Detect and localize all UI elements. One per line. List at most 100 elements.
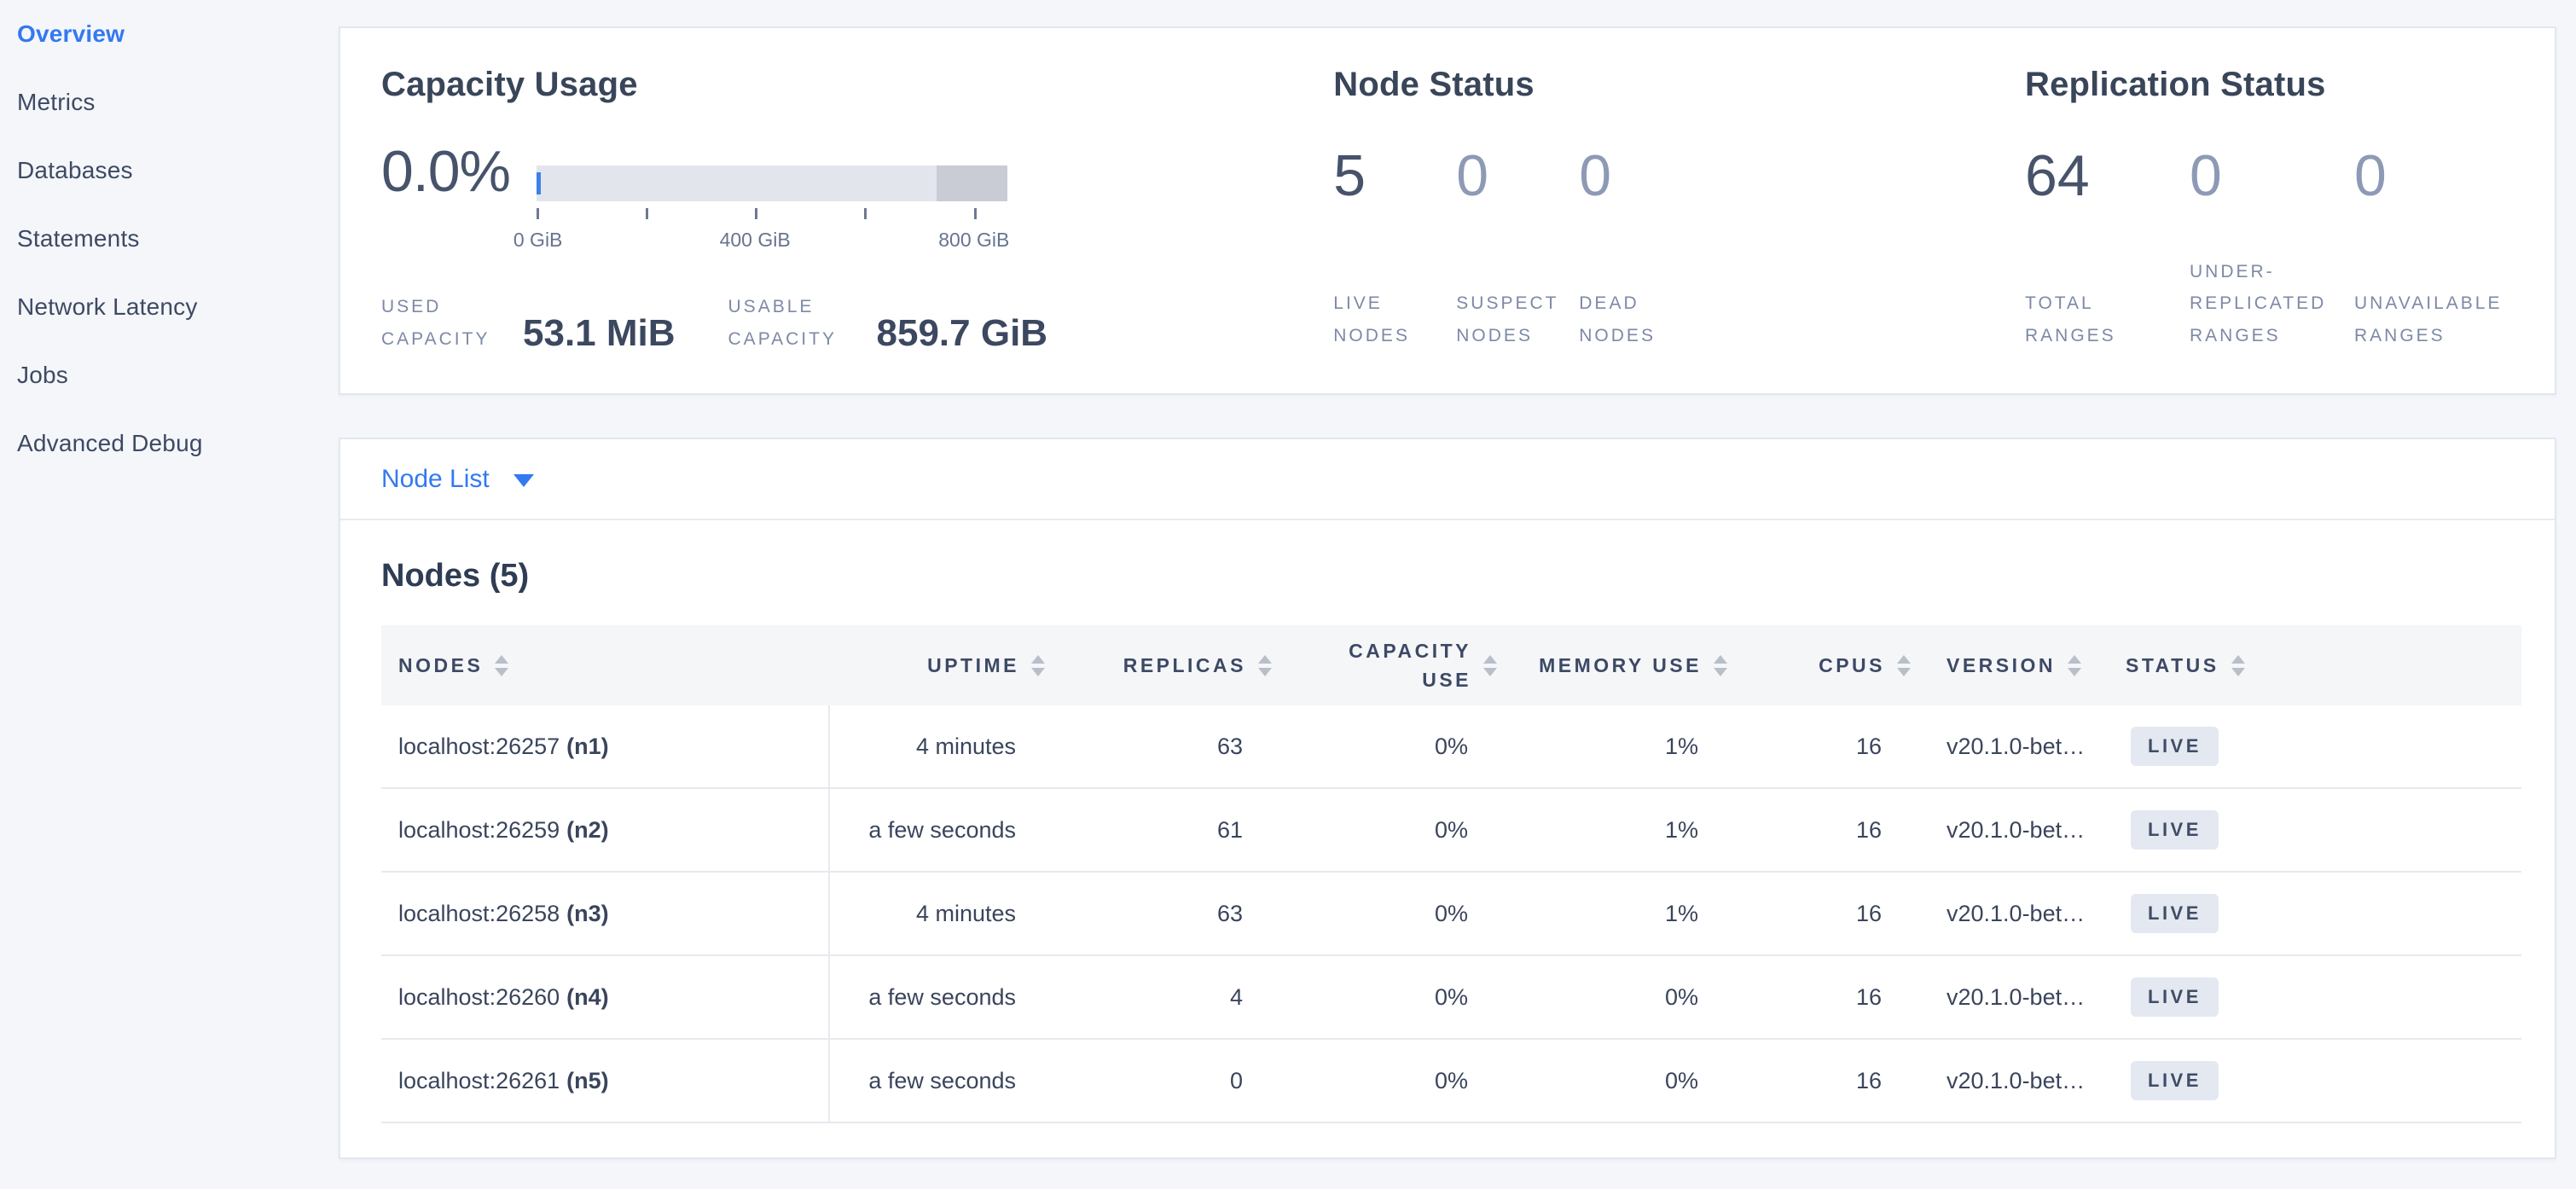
sidebar-item-network-latency[interactable]: Network Latency [17, 293, 198, 320]
version-cell: v20.1.0-bet… [1947, 816, 2086, 843]
total-ranges-label: Total Ranges [2025, 293, 2116, 346]
nodes-table-section: Nodes (5) Nodes Uptime Replicas [340, 520, 2555, 1157]
capacity-axis: 0 GiB 400 GiB 800 GiB [513, 208, 1009, 256]
used-capacity-label: Used Capacity [381, 297, 490, 350]
memory-use-cell: 1% [1664, 733, 1698, 759]
node-status-title: Node Status [1333, 66, 1535, 103]
column-header-replicas[interactable]: Replicas [1045, 625, 1272, 705]
replicas-cell: 4 [1229, 983, 1243, 1010]
unavailable-ranges-value: 0 [2354, 143, 2387, 208]
table-row[interactable]: localhost:26261 (n5) a few seconds 0 0% 0… [381, 1040, 2521, 1123]
column-header-label: Uptime [927, 653, 1019, 676]
node-address-cell[interactable]: localhost:26257 (n1) [381, 705, 830, 787]
column-header-label: Memory Use [1539, 653, 1702, 676]
column-header-nodes[interactable]: Nodes [381, 625, 830, 705]
node-address-cell[interactable]: localhost:26261 (n5) [381, 1040, 830, 1122]
uptime-cell: 4 minutes [915, 900, 1016, 926]
capacity-bar-track [537, 165, 1007, 201]
capacity-use-cell: 0% [1434, 733, 1468, 759]
column-header-label: CPUs [1819, 653, 1885, 676]
cluster-summary-card: Capacity Usage 0.0% 0 GiB 40 [339, 26, 2556, 395]
nodes-table-header: Nodes Uptime Replicas Capacity Use [381, 625, 2521, 705]
column-header-capacity-use[interactable]: Capacity Use [1272, 625, 1497, 705]
node-address-cell[interactable]: localhost:26258 (n3) [381, 873, 830, 954]
usable-capacity-stat: Usable Capacity 859.7 GiB [728, 291, 1048, 356]
sort-icon [2068, 654, 2082, 676]
unavailable-ranges-label: Unavailable Ranges [2354, 293, 2503, 346]
column-header-cpus[interactable]: CPUs [1727, 625, 1911, 705]
memory-use-cell: 0% [1664, 983, 1698, 1010]
status-badge: LIVE [2131, 810, 2219, 850]
node-list-card: Node List Nodes (5) Nodes Uptime [339, 438, 2556, 1159]
node-list-dropdown[interactable]: Node List [340, 439, 2555, 520]
sidebar: Overview Metrics Databases Statements Ne… [0, 0, 338, 1189]
status-cell: LIVE [2124, 789, 2521, 871]
uptime-cell: 4 minutes [915, 733, 1016, 759]
node-id: (n1) [566, 733, 609, 759]
status-cell: LIVE [2124, 705, 2521, 787]
main-content: Capacity Usage 0.0% 0 GiB 4 0 [339, 0, 2556, 1159]
node-address-cell[interactable]: localhost:26259 (n2) [381, 789, 830, 871]
dead-nodes-label: Dead Nodes [1579, 293, 1656, 346]
cpus-cell: 16 [1855, 733, 1882, 759]
capacity-use-cell: 0% [1434, 1067, 1468, 1093]
column-header-status[interactable]: Status [2124, 625, 2521, 705]
table-row[interactable]: localhost:26257 (n1) 4 minutes 63 0% 1% 1… [381, 705, 2521, 789]
cpus-cell: 16 [1855, 900, 1882, 926]
status-badge: LIVE [2131, 727, 2219, 766]
sidebar-item-jobs[interactable]: Jobs [17, 362, 68, 388]
under-replicated-label: Under-Replicated Ranges [2190, 261, 2327, 346]
capacity-axis-tick [755, 208, 758, 219]
column-header-uptime[interactable]: Uptime [830, 625, 1045, 705]
sidebar-item-advanced-debug[interactable]: Advanced Debug [17, 430, 203, 456]
sort-icon [2231, 654, 2245, 676]
column-header-memory-use[interactable]: Memory Use [1497, 625, 1727, 705]
sidebar-item-overview[interactable]: Overview [17, 20, 125, 47]
uptime-cell: a few seconds [868, 983, 1016, 1010]
node-address-cell[interactable]: localhost:26260 (n4) [381, 956, 830, 1038]
column-header-version[interactable]: Version [1911, 625, 2124, 705]
sort-icon [1031, 654, 1045, 676]
status-cell: LIVE [2124, 956, 2521, 1038]
table-row[interactable]: localhost:26259 (n2) a few seconds 61 0% … [381, 789, 2521, 873]
capacity-stats: Used Capacity 53.1 MiB Usable Capacity 8… [381, 291, 1333, 356]
node-address: localhost:26261 [398, 1067, 560, 1093]
capacity-axis-tick [537, 208, 539, 219]
capacity-gauge: 0.0% 0 GiB 400 GiB 800 GiB [381, 140, 1333, 256]
sidebar-item-statements[interactable]: Statements [17, 225, 140, 252]
sort-icon [1897, 654, 1911, 676]
caret-down-icon [513, 474, 534, 487]
column-header-label: Status [2126, 653, 2219, 676]
table-row[interactable]: localhost:26258 (n3) 4 minutes 63 0% 1% 1… [381, 873, 2521, 956]
usable-capacity-label: Usable Capacity [728, 297, 837, 350]
memory-use-cell: 1% [1664, 816, 1698, 843]
live-nodes-stat: 5 Live Nodes [1333, 138, 1456, 356]
node-status-figures: 5 Live Nodes 0 Suspect Nodes 0 Dead Node… [1333, 138, 2025, 356]
capacity-axis-tick [646, 208, 649, 219]
sidebar-item-metrics[interactable]: Metrics [17, 89, 96, 115]
uptime-cell: a few seconds [868, 1067, 1016, 1093]
node-status-section: Node Status 5 Live Nodes 0 Suspect Nodes… [1333, 66, 2025, 356]
dead-nodes-stat: 0 Dead Nodes [1579, 138, 1702, 356]
column-header-label: Version [1947, 653, 2057, 676]
sort-icon [1483, 654, 1497, 676]
cpus-cell: 16 [1855, 816, 1882, 843]
nodes-table-title: Nodes (5) [381, 558, 530, 594]
capacity-use-cell: 0% [1434, 816, 1468, 843]
live-nodes-label: Live Nodes [1333, 293, 1410, 346]
capacity-usage-section: Capacity Usage 0.0% 0 GiB 40 [381, 66, 1333, 356]
capacity-use-cell: 0% [1434, 983, 1468, 1010]
capacity-axis-label: 400 GiB [719, 229, 791, 251]
suspect-nodes-label: Suspect Nodes [1456, 293, 1559, 346]
dead-nodes-value: 0 [1579, 143, 1612, 208]
table-row[interactable]: localhost:26260 (n4) a few seconds 4 0% 0… [381, 956, 2521, 1040]
status-badge: LIVE [2131, 894, 2219, 933]
node-address: localhost:26258 [398, 900, 560, 926]
version-cell: v20.1.0-bet… [1947, 983, 2086, 1010]
replicas-cell: 63 [1216, 733, 1243, 759]
sidebar-item-databases[interactable]: Databases [17, 157, 133, 183]
uptime-cell: a few seconds [868, 816, 1016, 843]
used-capacity-stat: Used Capacity 53.1 MiB [381, 291, 676, 356]
replicas-cell: 0 [1229, 1067, 1243, 1093]
memory-use-cell: 0% [1664, 1067, 1698, 1093]
